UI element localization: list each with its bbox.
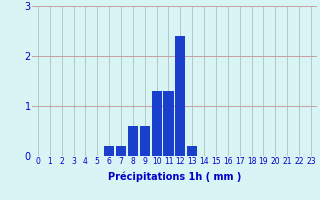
Bar [187, 146, 197, 156]
Bar [104, 146, 114, 156]
Bar [164, 91, 173, 156]
Bar [175, 36, 185, 156]
Bar [152, 91, 162, 156]
Bar [116, 146, 126, 156]
Bar [128, 126, 138, 156]
X-axis label: Précipitations 1h ( mm ): Précipitations 1h ( mm ) [108, 172, 241, 182]
Bar [140, 126, 150, 156]
